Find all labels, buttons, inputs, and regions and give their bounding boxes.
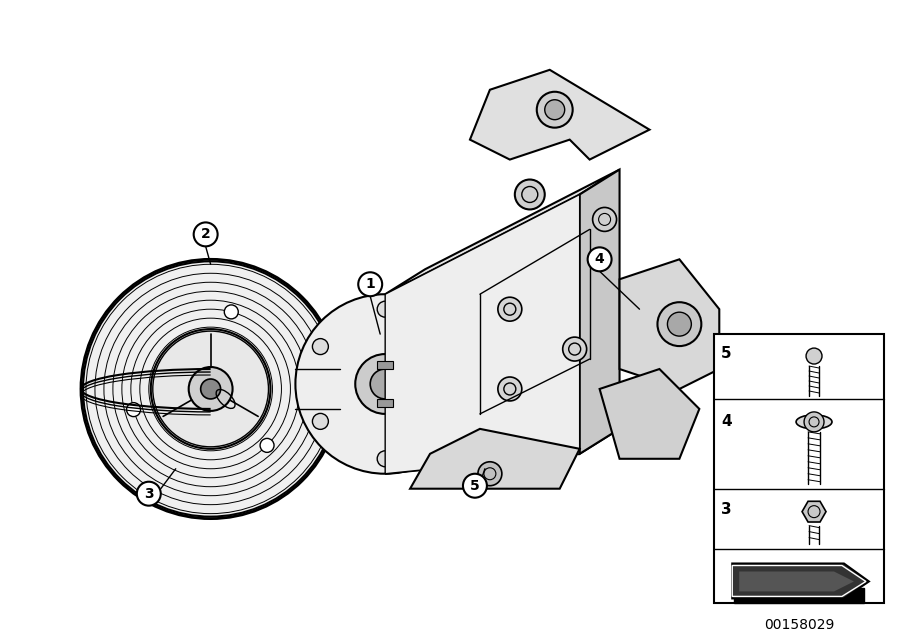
Circle shape <box>498 297 522 321</box>
Circle shape <box>442 338 458 354</box>
Circle shape <box>137 481 161 506</box>
Circle shape <box>806 348 822 364</box>
Text: 5: 5 <box>721 346 732 361</box>
Circle shape <box>194 223 218 246</box>
Polygon shape <box>733 563 868 598</box>
Circle shape <box>358 272 382 296</box>
Circle shape <box>356 354 415 414</box>
Polygon shape <box>619 259 719 389</box>
Polygon shape <box>599 369 699 459</box>
Circle shape <box>127 403 140 417</box>
Text: 1: 1 <box>365 277 375 291</box>
Bar <box>377 399 393 407</box>
Bar <box>715 334 884 604</box>
Circle shape <box>515 179 544 209</box>
Circle shape <box>370 369 400 399</box>
Text: 00158029: 00158029 <box>764 618 834 632</box>
Circle shape <box>201 379 220 399</box>
Text: 3: 3 <box>721 502 732 516</box>
Circle shape <box>498 377 522 401</box>
Circle shape <box>442 413 458 429</box>
Text: 4: 4 <box>721 414 732 429</box>
Text: 3: 3 <box>144 487 154 501</box>
Circle shape <box>536 92 572 128</box>
Circle shape <box>588 247 612 272</box>
Circle shape <box>377 451 393 467</box>
Polygon shape <box>733 565 866 597</box>
Bar <box>377 361 393 369</box>
Text: 4: 4 <box>595 252 605 266</box>
Text: 5: 5 <box>470 479 480 493</box>
Circle shape <box>478 462 502 486</box>
Circle shape <box>377 301 393 317</box>
Polygon shape <box>802 501 826 522</box>
Circle shape <box>260 438 274 452</box>
Polygon shape <box>385 170 619 294</box>
Ellipse shape <box>796 415 832 429</box>
Circle shape <box>658 302 701 346</box>
Circle shape <box>312 413 328 429</box>
Polygon shape <box>739 572 854 591</box>
Polygon shape <box>385 195 580 474</box>
Circle shape <box>562 337 587 361</box>
Circle shape <box>189 367 232 411</box>
Circle shape <box>463 474 487 498</box>
Circle shape <box>804 412 824 432</box>
Circle shape <box>312 338 328 354</box>
Circle shape <box>668 312 691 336</box>
Polygon shape <box>734 588 864 604</box>
Text: 2: 2 <box>201 228 211 242</box>
FancyArrowPatch shape <box>757 577 853 586</box>
Circle shape <box>295 294 475 474</box>
Circle shape <box>151 329 271 449</box>
Polygon shape <box>580 170 619 454</box>
Circle shape <box>224 305 238 319</box>
Circle shape <box>592 207 617 232</box>
Circle shape <box>544 100 564 120</box>
Polygon shape <box>470 70 650 160</box>
Polygon shape <box>410 429 580 488</box>
Polygon shape <box>385 429 619 474</box>
Circle shape <box>81 259 340 518</box>
